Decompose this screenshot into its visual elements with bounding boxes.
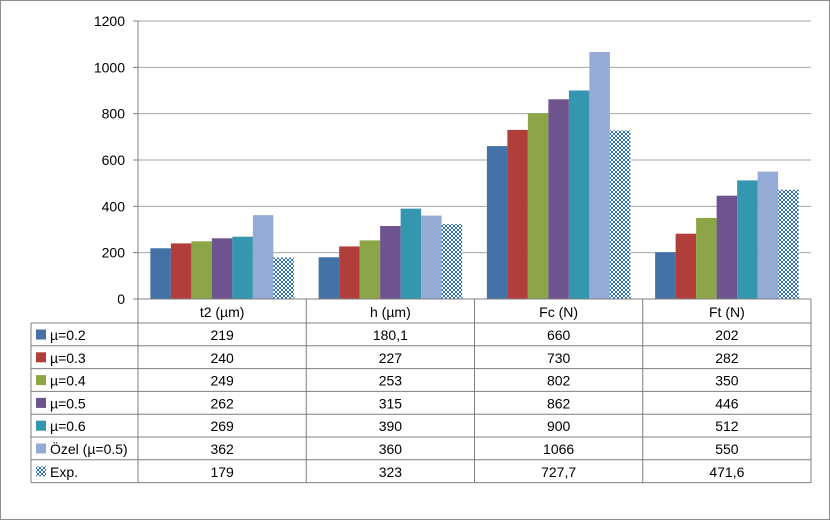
table-cell: 253 [379,373,403,389]
bar-1-0 [318,257,340,299]
category-label: h (µm) [370,304,411,320]
data-table: t2 (µm) h (µm) Fc (N) Ft (N) µ=0.2 219 180,1 66… [30,298,812,484]
table-cell: 240 [210,350,234,366]
table-cell: 1066 [543,441,574,457]
legend-label: Özel (µ=0.5) [50,440,128,457]
legend-swatch [36,466,46,477]
legend-label: Exp. [50,464,78,480]
bar-1-3 [380,226,401,299]
bar-0-5 [252,215,274,299]
legend-swatch [36,375,46,386]
table-cell: 390 [379,418,403,434]
table-cell: 227 [379,350,403,366]
table-cell: 446 [715,395,739,411]
bar-1-5 [421,215,442,299]
table-cell: 315 [379,395,403,411]
legend-label: µ=0.5 [50,395,86,411]
table-cell: 262 [210,395,234,411]
legend-label: µ=0.2 [50,327,86,343]
table-cell: 900 [547,418,571,434]
legend-label: µ=0.6 [50,418,86,434]
table-cell: 249 [210,373,234,389]
category-label: t2 (µm) [200,304,245,320]
table-cell: 219 [210,327,234,343]
bar-2-1 [507,129,528,299]
table-cell: 730 [547,350,571,366]
table-cell: 660 [547,327,571,343]
table-cell: 360 [379,441,403,457]
bar-3-5 [757,171,779,299]
table-cell: 323 [379,464,403,480]
table-cell: 269 [210,418,234,434]
bar-0-0 [150,248,171,299]
bar-3-3 [716,195,738,299]
bars [150,52,799,299]
legend-swatch [36,397,46,408]
bar-3-4 [737,180,758,299]
y-tick-label: 0 [117,291,125,307]
bar-2-5 [589,52,610,299]
table-cell: 512 [715,418,739,434]
y-tick-label: 1000 [94,59,125,75]
y-axis: 0 200 400 600 800 1000 1200 [94,13,139,307]
table-cell: 362 [210,441,234,457]
bar-2-3 [548,99,569,299]
bar-0-1 [170,243,192,299]
bar-2-4 [568,90,590,299]
table-cell: 202 [715,327,739,343]
table-cell: 727,7 [541,464,576,480]
bar-2-6 [609,130,631,299]
table-cell: 282 [715,350,739,366]
y-tick-label: 800 [102,106,126,122]
legend-swatch [36,352,46,363]
y-tick-label: 400 [102,198,126,214]
bar-0-4 [232,236,253,299]
category-label: Ft (N) [709,304,745,320]
bar-0-3 [211,238,233,299]
y-tick-label: 200 [102,245,126,261]
bar-1-6 [441,224,463,299]
legend-label: µ=0.4 [50,373,86,389]
table-cell: 350 [715,373,739,389]
bar-1-4 [400,208,422,299]
table-cell: 550 [715,441,739,457]
legend-swatch [36,329,46,340]
table-cell: 862 [547,395,571,411]
bar-3-0 [655,252,676,299]
y-tick-label: 1200 [94,13,125,29]
bar-0-2 [191,241,212,299]
bar-3-1 [675,233,697,299]
bar-1-2 [359,240,381,299]
legend-swatch [36,420,46,431]
bar-2-0 [486,146,508,299]
bar-3-6 [778,189,799,299]
table-cell: 471,6 [709,464,744,480]
table-cell: 179 [210,464,234,480]
y-tick-label: 600 [102,152,126,168]
table-cell: 802 [547,373,571,389]
bar-3-2 [696,217,717,299]
table-cell: 180,1 [373,327,408,343]
legend-label: µ=0.3 [50,350,86,366]
category-label: Fc (N) [539,304,578,320]
bar-0-6 [273,257,294,299]
bar-1-1 [339,246,360,299]
legend-swatch [36,443,46,454]
bar-2-2 [527,113,549,299]
